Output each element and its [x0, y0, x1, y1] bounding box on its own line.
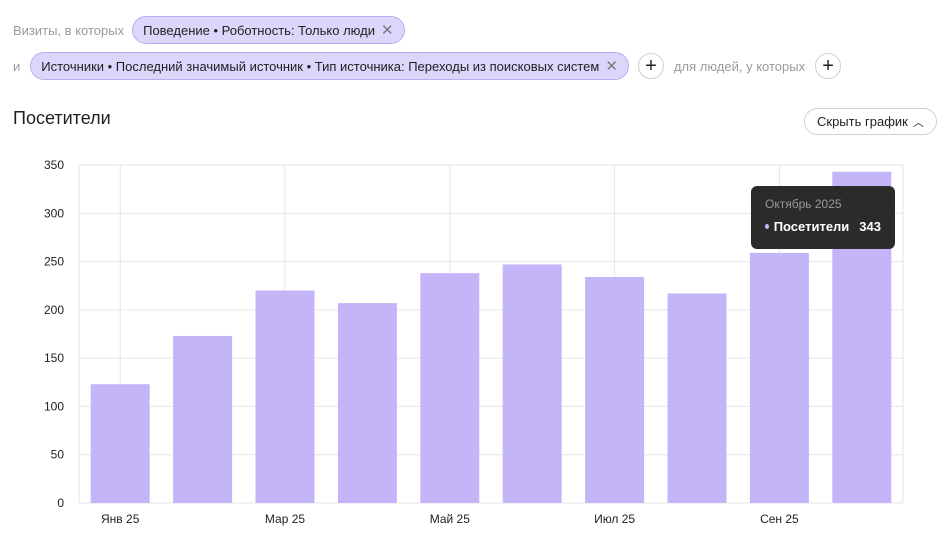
- add-visit-filter-button[interactable]: +: [637, 53, 664, 79]
- bar-6[interactable]: [502, 264, 562, 503]
- bar-3[interactable]: [255, 290, 315, 503]
- tooltip-title: Октябрь 2025: [765, 197, 842, 211]
- filters-row-sources: и Источники • Последний значимый источни…: [13, 52, 842, 80]
- bar-1[interactable]: [90, 384, 150, 503]
- y-tick-label: 300: [44, 206, 64, 220]
- close-icon[interactable]: ✕: [380, 21, 394, 39]
- chart-tooltip: Октябрь 2025 Посетители 343: [751, 186, 895, 249]
- x-tick-label: Сен 25: [760, 512, 799, 526]
- visits-prefix-label: Визиты, в которых: [13, 22, 125, 38]
- tooltip-value: 343: [859, 219, 881, 234]
- y-tick-label: 150: [44, 351, 64, 365]
- bar-2[interactable]: [173, 335, 233, 503]
- filter-chip-source[interactable]: Источники • Последний значимый источник …: [30, 52, 629, 80]
- x-tick-label: Июл 25: [594, 512, 635, 526]
- bar-8[interactable]: [667, 293, 727, 503]
- and-prefix-label: и: [13, 58, 21, 74]
- bar-5[interactable]: [420, 273, 480, 503]
- y-tick-label: 200: [44, 303, 64, 317]
- bar-chart: 0 50 100 150 200 250 300 350 Янв 25 Мар 25 Май 25 И…: [44, 158, 904, 526]
- bar-7[interactable]: [585, 277, 645, 503]
- add-people-filter-button[interactable]: +: [815, 53, 842, 79]
- chevron-up-icon: ︿: [912, 116, 924, 129]
- bar-9[interactable]: [749, 252, 809, 503]
- filter-chip-behavior[interactable]: Поведение • Роботность: Только люди ✕: [132, 16, 405, 44]
- filter-chip-label: Источники • Последний значимый источник …: [41, 58, 600, 74]
- hide-chart-label: Скрыть график: [817, 114, 908, 129]
- chart-title: Посетители: [13, 108, 111, 128]
- plus-icon: +: [822, 54, 834, 77]
- filters-row-visits: Визиты, в которых Поведение • Роботность…: [13, 16, 405, 44]
- close-icon[interactable]: ✕: [605, 57, 618, 75]
- x-tick-label: Мар 25: [265, 512, 305, 526]
- y-tick-label: 250: [44, 255, 64, 269]
- y-tick-label: 350: [44, 158, 64, 172]
- x-tick-label: Май 25: [430, 512, 471, 526]
- people-filter-label: для людей, у которых: [673, 58, 806, 74]
- hide-chart-button[interactable]: Скрыть график ︿: [804, 108, 937, 135]
- plus-icon: +: [645, 54, 657, 77]
- bar-4[interactable]: [337, 303, 397, 503]
- x-tick-label: Янв 25: [101, 512, 140, 526]
- y-tick-label: 0: [57, 496, 64, 510]
- y-tick-label: 50: [51, 448, 65, 462]
- filter-chip-label: Поведение • Роботность: Только люди: [143, 22, 375, 38]
- tooltip-series-name: Посетители: [773, 219, 850, 234]
- y-tick-label: 100: [44, 399, 64, 413]
- series-dot-icon: [765, 224, 769, 229]
